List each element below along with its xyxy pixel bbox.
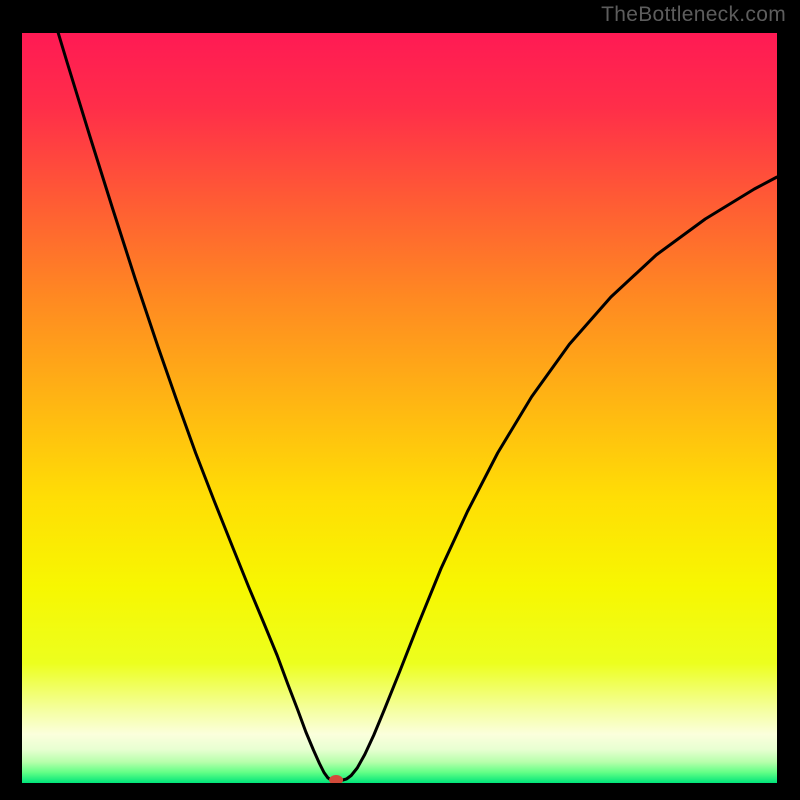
- frame-bottom: [0, 783, 800, 800]
- bottleneck-chart: [22, 33, 777, 783]
- frame-right: [777, 0, 800, 800]
- watermark-text: TheBottleneck.com: [601, 3, 786, 27]
- chart-svg: [22, 33, 777, 783]
- frame-left: [0, 0, 22, 800]
